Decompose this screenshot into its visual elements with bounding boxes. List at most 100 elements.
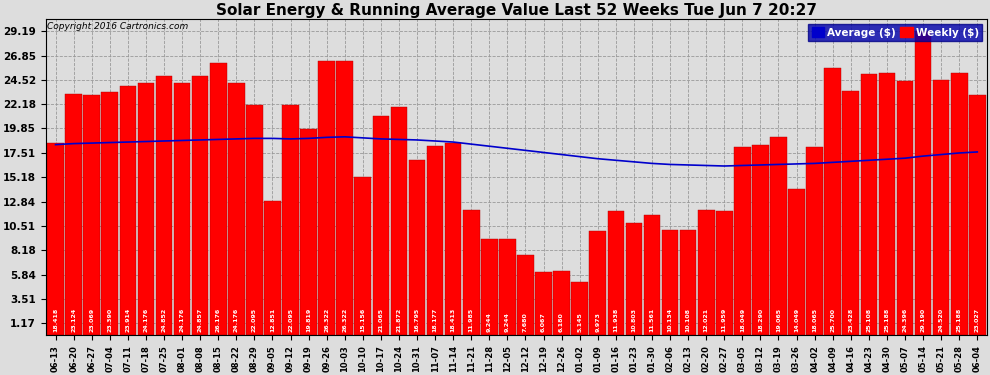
Text: 18.049: 18.049	[740, 308, 744, 332]
Text: 24.852: 24.852	[161, 308, 166, 332]
Text: 22.095: 22.095	[251, 308, 256, 332]
Bar	[391, 107, 407, 335]
Title: Solar Energy & Running Average Value Last 52 Weeks Tue Jun 7 20:27: Solar Energy & Running Average Value Las…	[216, 3, 817, 18]
Text: 26.322: 26.322	[343, 308, 347, 332]
Bar	[264, 201, 281, 335]
Text: 24.176: 24.176	[179, 308, 184, 332]
Text: 10.108: 10.108	[686, 308, 691, 332]
Text: 23.027: 23.027	[975, 308, 980, 332]
Text: 11.985: 11.985	[468, 308, 474, 332]
Bar	[608, 211, 624, 335]
Text: 18.418: 18.418	[53, 308, 58, 332]
Bar	[915, 31, 932, 335]
Text: 14.049: 14.049	[794, 308, 799, 332]
Bar	[65, 94, 82, 335]
Bar	[48, 143, 64, 335]
Text: 18.065: 18.065	[812, 308, 817, 332]
Bar	[300, 129, 317, 335]
Bar	[752, 145, 768, 335]
Bar	[698, 210, 715, 335]
Text: 19.065: 19.065	[776, 308, 781, 332]
Text: 9.244: 9.244	[505, 312, 510, 332]
Bar	[571, 282, 588, 335]
Bar	[282, 105, 299, 335]
Bar	[842, 91, 859, 335]
Bar	[825, 68, 842, 335]
Text: 24.176: 24.176	[234, 308, 239, 332]
Text: 18.413: 18.413	[450, 308, 455, 332]
Bar	[969, 95, 986, 335]
Text: 25.188: 25.188	[884, 308, 889, 332]
Text: 12.851: 12.851	[270, 308, 275, 332]
Text: 24.396: 24.396	[903, 308, 908, 332]
Text: 5.145: 5.145	[577, 312, 582, 332]
Bar	[770, 136, 787, 335]
Text: 25.108: 25.108	[866, 308, 871, 332]
Text: 11.938: 11.938	[614, 308, 619, 332]
Bar	[319, 61, 335, 335]
Bar	[661, 230, 678, 335]
Text: 23.069: 23.069	[89, 308, 94, 332]
Bar	[192, 76, 209, 335]
Bar	[83, 95, 100, 335]
Text: 21.872: 21.872	[396, 308, 402, 332]
Bar	[155, 76, 172, 335]
Text: 19.819: 19.819	[306, 308, 311, 332]
Bar	[228, 83, 245, 335]
Text: 23.390: 23.390	[107, 308, 112, 332]
Text: 25.188: 25.188	[956, 308, 961, 332]
Bar	[247, 105, 262, 335]
Bar	[626, 223, 643, 335]
Text: 23.124: 23.124	[71, 308, 76, 332]
Text: 21.065: 21.065	[378, 308, 383, 332]
Legend: Average ($), Weekly ($): Average ($), Weekly ($)	[809, 24, 982, 40]
Text: 23.914: 23.914	[126, 308, 131, 332]
Bar	[372, 116, 389, 335]
Bar	[499, 239, 516, 335]
Bar	[680, 230, 696, 335]
Text: 11.959: 11.959	[722, 308, 727, 332]
Text: 23.428: 23.428	[848, 308, 853, 332]
Bar	[951, 73, 967, 335]
Text: Copyright 2016 Cartronics.com: Copyright 2016 Cartronics.com	[47, 22, 188, 31]
Bar	[734, 147, 750, 335]
Text: 7.680: 7.680	[523, 312, 528, 332]
Bar	[174, 83, 190, 335]
Bar	[897, 81, 914, 335]
Bar	[445, 144, 461, 335]
Bar	[101, 92, 118, 335]
Text: 10.134: 10.134	[667, 308, 672, 332]
Text: 29.190: 29.190	[921, 308, 926, 332]
Text: 11.561: 11.561	[649, 308, 654, 332]
Bar	[409, 160, 426, 335]
Bar	[481, 239, 498, 335]
Text: 16.795: 16.795	[415, 308, 420, 332]
Text: 10.803: 10.803	[632, 308, 637, 332]
Bar	[860, 74, 877, 335]
Bar	[644, 215, 660, 335]
Bar	[120, 86, 137, 335]
Bar	[427, 146, 444, 335]
Bar	[933, 80, 949, 335]
Text: 9.973: 9.973	[595, 312, 600, 332]
Bar	[138, 83, 154, 335]
Bar	[337, 61, 353, 335]
Bar	[354, 177, 371, 335]
Text: 18.290: 18.290	[758, 308, 763, 332]
Text: 15.156: 15.156	[360, 308, 365, 332]
Bar	[589, 231, 606, 335]
Text: 6.180: 6.180	[559, 312, 564, 332]
Bar	[716, 211, 733, 335]
Bar	[463, 210, 479, 335]
Text: 22.095: 22.095	[288, 308, 293, 332]
Text: 9.244: 9.244	[487, 312, 492, 332]
Text: 26.322: 26.322	[324, 308, 329, 332]
Bar	[788, 189, 805, 335]
Bar	[517, 255, 534, 335]
Bar	[553, 271, 570, 335]
Bar	[806, 147, 823, 335]
Text: 24.520: 24.520	[939, 308, 943, 332]
Bar	[210, 63, 227, 335]
Text: 12.021: 12.021	[704, 308, 709, 332]
Text: 25.700: 25.700	[831, 308, 836, 332]
